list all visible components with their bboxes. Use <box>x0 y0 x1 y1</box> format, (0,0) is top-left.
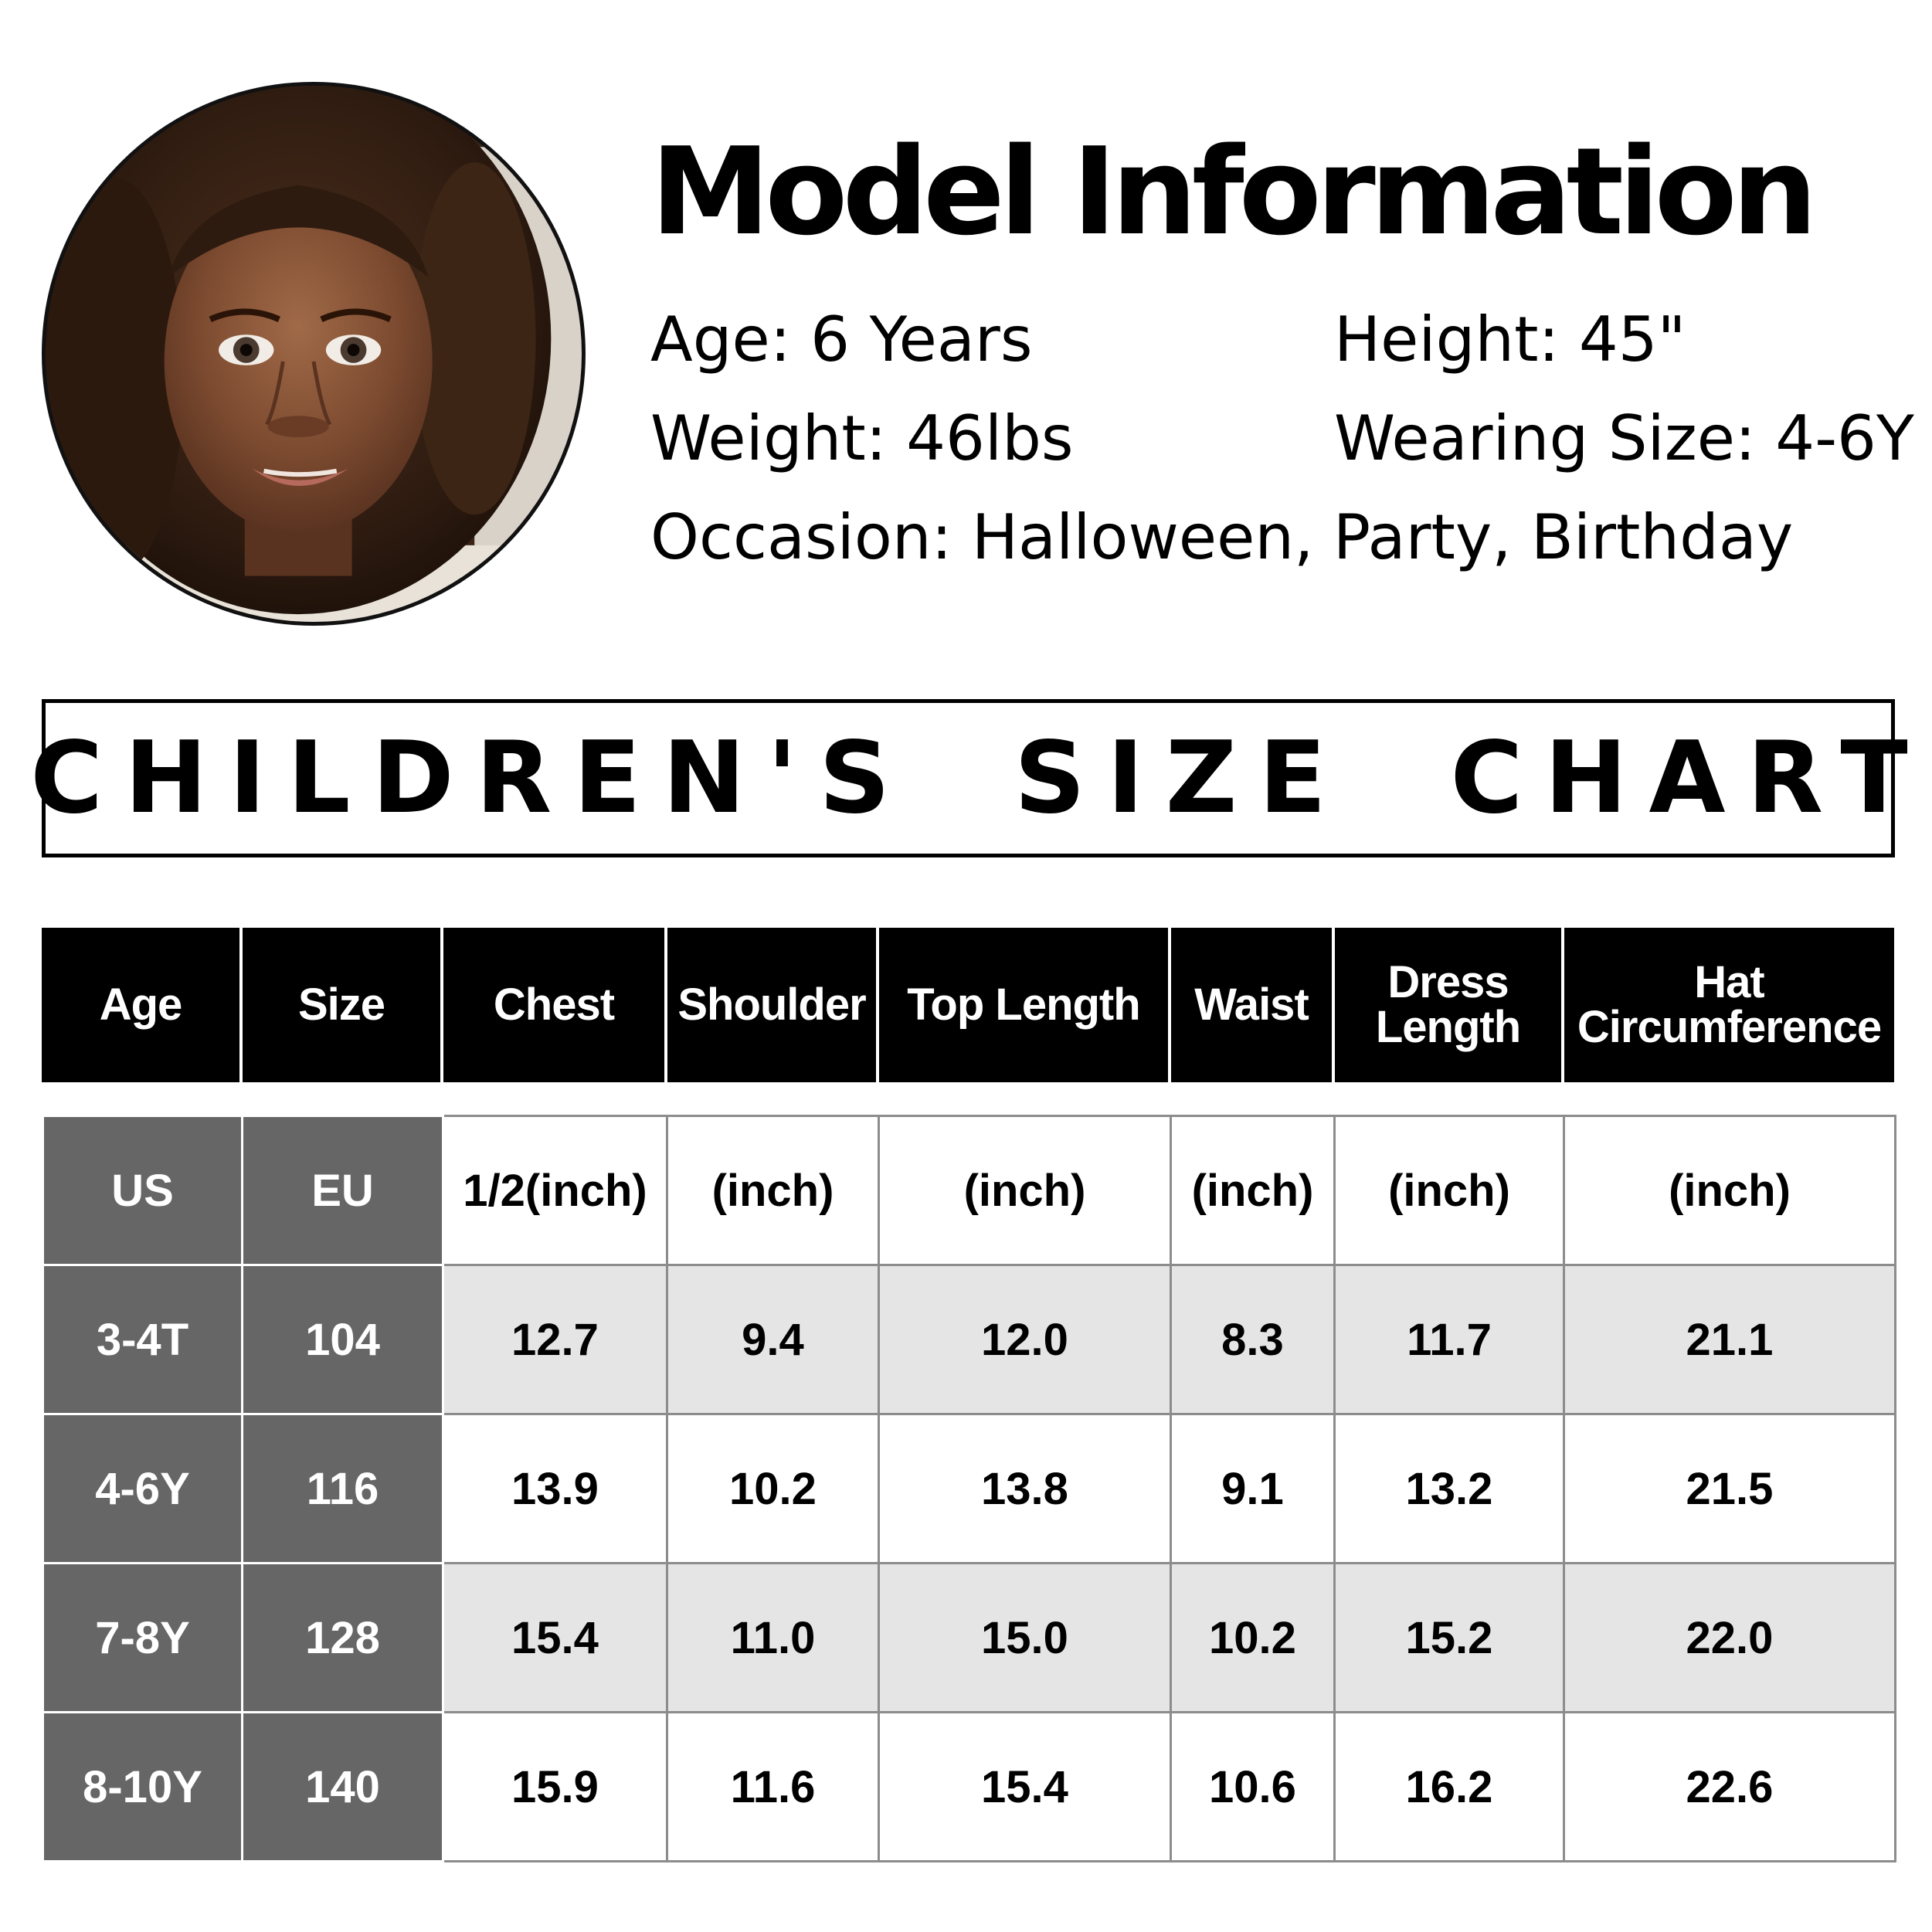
header-dress-length: Dress Length <box>1332 928 1563 1082</box>
table-cell: 11.6 <box>666 1711 880 1862</box>
size-chart-title: CHILDREN'S SIZE CHART <box>30 721 1930 836</box>
model-wearing-size: Wearing Size: 4-6Y <box>1334 402 1914 474</box>
table-row: 3-4T 104 12.7 9.4 12.0 8.3 11.7 21.1 <box>42 1264 1896 1415</box>
table-cell: 13.2 <box>1333 1413 1565 1564</box>
table-cell: 21.1 <box>1563 1264 1896 1415</box>
model-height: Height: 45" <box>1334 304 1686 375</box>
table-cell: 128 <box>241 1562 444 1713</box>
child-face-photo <box>46 86 582 622</box>
table-cell: 10.2 <box>1170 1562 1336 1713</box>
unit-cell: (inch) <box>1333 1115 1565 1266</box>
table-cell: 15.9 <box>442 1711 668 1862</box>
unit-cell: (inch) <box>878 1115 1172 1266</box>
table-cell: 16.2 <box>1333 1711 1565 1862</box>
table-cell: 7-8Y <box>42 1562 243 1713</box>
table-cell: 15.4 <box>442 1562 668 1713</box>
header-chest: Chest <box>440 928 666 1082</box>
table-cell: 13.8 <box>878 1413 1172 1564</box>
table-cell: 9.1 <box>1170 1413 1336 1564</box>
table-cell: 9.4 <box>666 1264 880 1415</box>
table-cell: 15.2 <box>1333 1562 1565 1713</box>
model-age: Age: 6 Years <box>650 304 1033 375</box>
size-chart-header: Age Size Chest Shoulder Top Length Waist… <box>42 928 1894 1082</box>
table-cell: 3-4T <box>42 1264 243 1415</box>
size-chart-table: US EU 1/2(inch) (inch) (inch) (inch) (in… <box>42 1115 1896 1862</box>
model-occasion: Occasion: Halloween, Party, Birthday <box>650 501 1794 573</box>
unit-cell: (inch) <box>1170 1115 1336 1266</box>
model-portrait <box>42 82 586 626</box>
table-cell: 10.2 <box>666 1413 880 1564</box>
table-cell: 22.0 <box>1563 1562 1896 1713</box>
table-cell: 140 <box>241 1711 444 1862</box>
model-weight: Weight: 46lbs <box>650 402 1074 474</box>
table-cell: 15.4 <box>878 1711 1172 1862</box>
table-cell: 11.0 <box>666 1562 880 1713</box>
table-cell: 15.0 <box>878 1562 1172 1713</box>
table-cell: 104 <box>241 1264 444 1415</box>
table-cell: 10.6 <box>1170 1711 1336 1862</box>
unit-cell: EU <box>241 1115 444 1266</box>
unit-cell: (inch) <box>1563 1115 1896 1266</box>
table-cell: 11.7 <box>1333 1264 1565 1415</box>
table-cell: 8.3 <box>1170 1264 1336 1415</box>
table-cell: 116 <box>241 1413 444 1564</box>
units-row: US EU 1/2(inch) (inch) (inch) (inch) (in… <box>42 1115 1896 1266</box>
table-cell: 13.9 <box>442 1413 668 1564</box>
table-cell: 12.7 <box>442 1264 668 1415</box>
unit-cell: (inch) <box>666 1115 880 1266</box>
table-cell: 21.5 <box>1563 1413 1896 1564</box>
table-cell: 22.6 <box>1563 1711 1896 1862</box>
table-cell: 12.0 <box>878 1264 1172 1415</box>
header-shoulder: Shoulder <box>664 928 878 1082</box>
header-top-length: Top Length <box>876 928 1170 1082</box>
model-info-title: Model Information <box>650 121 1818 262</box>
unit-cell: US <box>42 1115 243 1266</box>
table-cell: 4-6Y <box>42 1413 243 1564</box>
header-waist: Waist <box>1168 928 1333 1082</box>
table-row: 7-8Y 128 15.4 11.0 15.0 10.2 15.2 22.0 <box>42 1562 1896 1713</box>
unit-cell: 1/2(inch) <box>442 1115 668 1266</box>
header-size: Size <box>239 928 442 1082</box>
header-age: Age <box>42 928 241 1082</box>
table-row: 4-6Y 116 13.9 10.2 13.8 9.1 13.2 21.5 <box>42 1413 1896 1564</box>
table-row: 8-10Y 140 15.9 11.6 15.4 10.6 16.2 22.6 <box>42 1711 1896 1862</box>
size-chart-banner: CHILDREN'S SIZE CHART <box>30 699 1908 857</box>
header-hat-circumference: Hat Circumference <box>1561 928 1894 1082</box>
table-cell: 8-10Y <box>42 1711 243 1862</box>
